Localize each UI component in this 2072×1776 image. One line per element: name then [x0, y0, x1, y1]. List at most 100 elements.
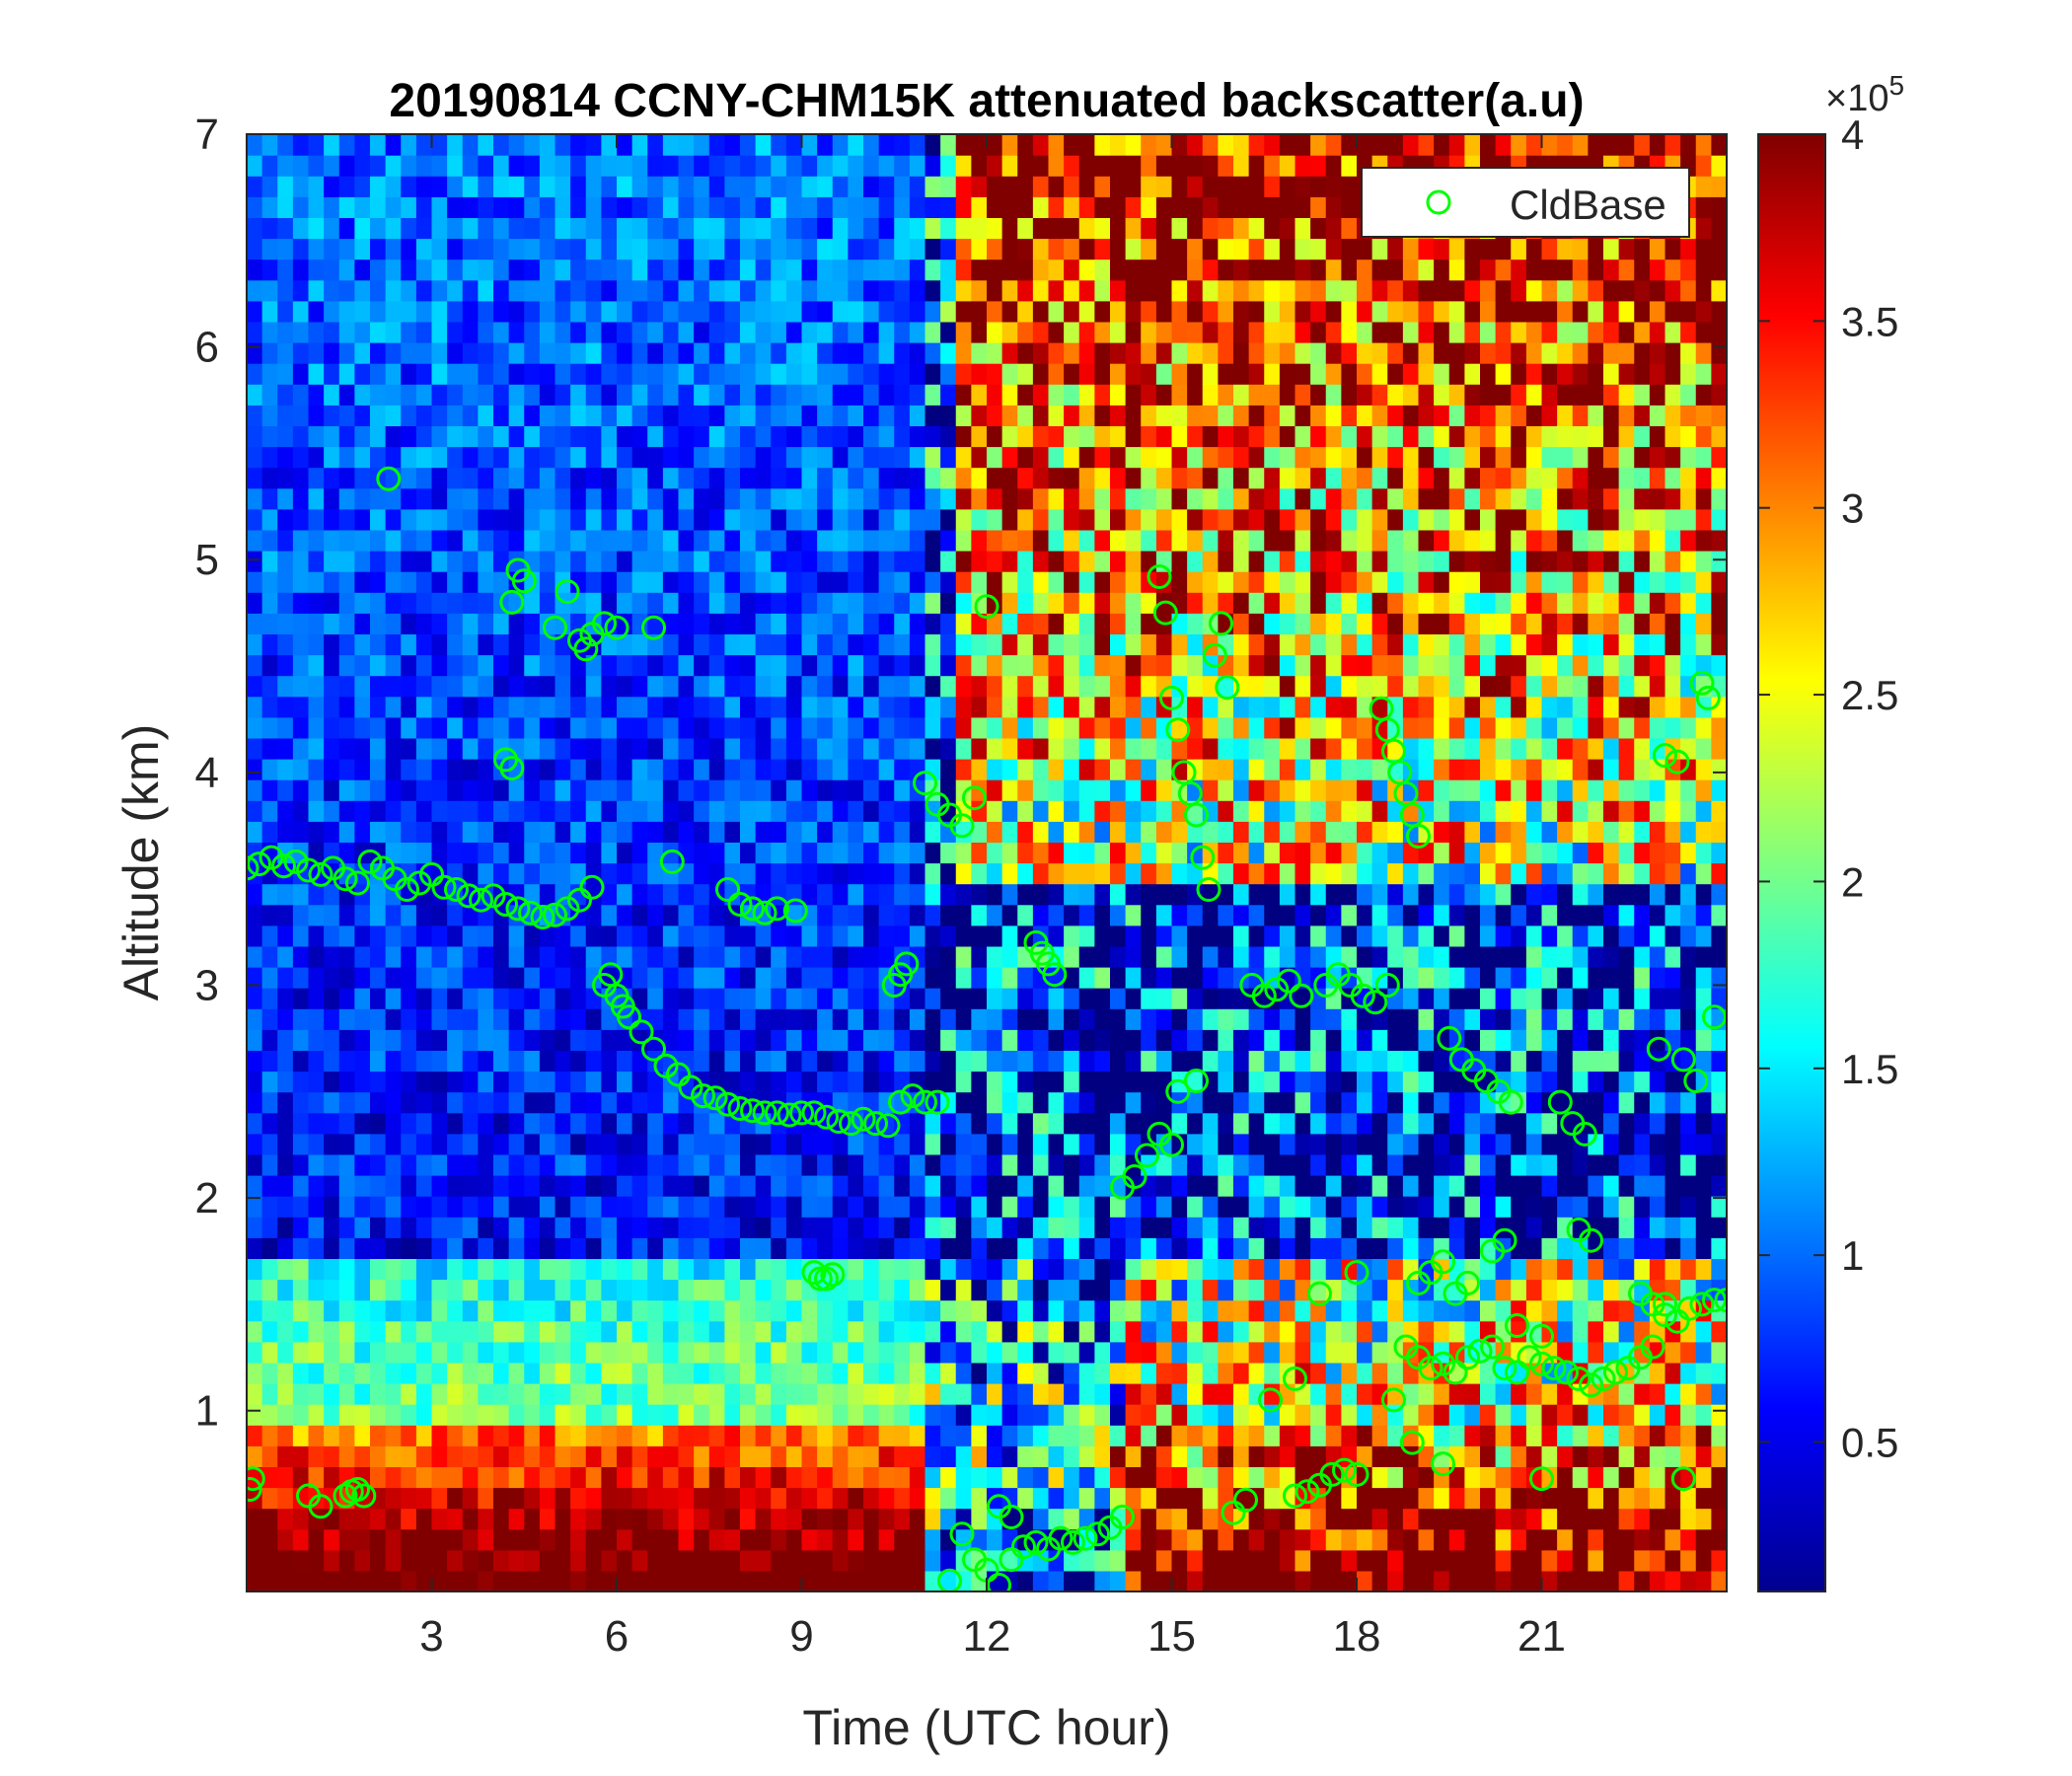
heatmap-cell [1187, 1153, 1204, 1176]
heatmap-cell [1001, 654, 1018, 677]
heatmap-cell [832, 1029, 849, 1051]
heatmap-cell [955, 1528, 972, 1551]
heatmap-cell [1155, 1425, 1173, 1446]
heatmap-cell [617, 279, 633, 302]
heatmap-cell [1248, 613, 1265, 634]
heatmap-cell [617, 529, 633, 552]
heatmap-cell [462, 467, 479, 489]
heatmap-cell [832, 1196, 849, 1218]
heatmap-cell [261, 384, 278, 406]
heatmap-cell [354, 800, 371, 822]
heatmap-cell [631, 321, 648, 343]
heatmap-cell [555, 196, 571, 218]
heatmap-cell [524, 1445, 541, 1467]
heatmap-cell [894, 529, 911, 552]
heatmap-cell [555, 1175, 571, 1197]
heatmap-cell [1171, 675, 1188, 698]
heatmap-cell [431, 342, 448, 364]
heatmap-cell [1017, 487, 1034, 510]
heatmap-cell [678, 1175, 695, 1197]
heatmap-cell [370, 1528, 387, 1551]
heatmap-cell [415, 176, 433, 197]
heatmap-cell [401, 1133, 417, 1155]
heatmap-cell [385, 716, 402, 739]
heatmap-cell [1233, 883, 1250, 906]
heatmap-cell [817, 384, 834, 406]
heatmap-cell [1171, 487, 1188, 510]
heatmap-cell [1187, 384, 1204, 406]
heatmap-cell [385, 613, 402, 634]
heatmap-cell [447, 1071, 464, 1093]
heatmap-cell [987, 1196, 1003, 1218]
heatmap-cell [708, 571, 725, 593]
heatmap-cell [292, 259, 310, 281]
heatmap-cell [524, 300, 541, 323]
heatmap-cell [1094, 925, 1111, 947]
heatmap-cell [878, 551, 895, 572]
heatmap-cell [1141, 405, 1157, 426]
heatmap-cell [617, 300, 633, 323]
heatmap-cell [863, 508, 880, 531]
heatmap-cell [662, 883, 680, 906]
heatmap-cell [1248, 842, 1265, 864]
heatmap-cell [539, 1383, 556, 1405]
heatmap-cell [338, 176, 355, 197]
heatmap-cell [801, 1217, 818, 1238]
heatmap-cell [662, 1466, 680, 1489]
heatmap-cell [848, 1508, 864, 1530]
heatmap-cell [1279, 1404, 1296, 1426]
heatmap-cell [401, 342, 417, 364]
heatmap-cell [755, 759, 772, 780]
heatmap-cell [925, 259, 941, 281]
heatmap-cell [370, 1508, 387, 1530]
heatmap-cell [354, 1425, 371, 1446]
heatmap-cell [1218, 1466, 1234, 1489]
heatmap-cell [1325, 405, 1342, 426]
heatmap-cell [462, 1071, 479, 1093]
heatmap-cell [1341, 1383, 1358, 1405]
heatmap-cell [771, 1196, 787, 1218]
heatmap-cell [1171, 1528, 1188, 1551]
heatmap-cell [447, 925, 464, 947]
heatmap-cell [647, 300, 664, 323]
heatmap-cell [462, 779, 479, 801]
heatmap-cell [1017, 238, 1034, 260]
heatmap-cell [370, 134, 387, 156]
heatmap-cell [678, 300, 695, 323]
heatmap-cell [1171, 633, 1188, 656]
heatmap-cell [878, 196, 895, 218]
heatmap-cell [385, 217, 402, 240]
heatmap-cell [385, 155, 402, 177]
heatmap-cell [431, 1487, 448, 1510]
heatmap-cell [909, 405, 926, 426]
heatmap-cell [1001, 1487, 1018, 1510]
heatmap-cell [338, 446, 355, 469]
heatmap-cell [308, 1466, 325, 1489]
heatmap-cell [1001, 1196, 1018, 1218]
heatmap-cell [401, 1299, 417, 1322]
heatmap-cell [601, 842, 618, 864]
heatmap-cell [1094, 904, 1111, 926]
heatmap-cell [955, 904, 972, 926]
heatmap-cell [508, 342, 525, 364]
heatmap-cell [493, 1362, 510, 1384]
heatmap-cell [1202, 1549, 1219, 1572]
heatmap-cell [694, 1153, 710, 1176]
heatmap-cell [1325, 821, 1342, 843]
heatmap-cell [801, 238, 818, 260]
heatmap-cell [662, 779, 680, 801]
heatmap-cell [1171, 925, 1188, 947]
heatmap-cell [878, 1320, 895, 1343]
heatmap-cell [539, 446, 556, 469]
heatmap-cell [708, 1341, 725, 1364]
heatmap-cell [478, 842, 494, 864]
heatmap-cell [955, 467, 972, 489]
heatmap-cell [1064, 1279, 1080, 1301]
heatmap-cell [1202, 1425, 1219, 1446]
heatmap-cell [631, 176, 648, 197]
heatmap-cell [1341, 1112, 1358, 1135]
heatmap-cell [801, 529, 818, 552]
heatmap-cell [955, 1091, 972, 1114]
heatmap-cell [863, 551, 880, 572]
heatmap-cell [247, 633, 263, 656]
